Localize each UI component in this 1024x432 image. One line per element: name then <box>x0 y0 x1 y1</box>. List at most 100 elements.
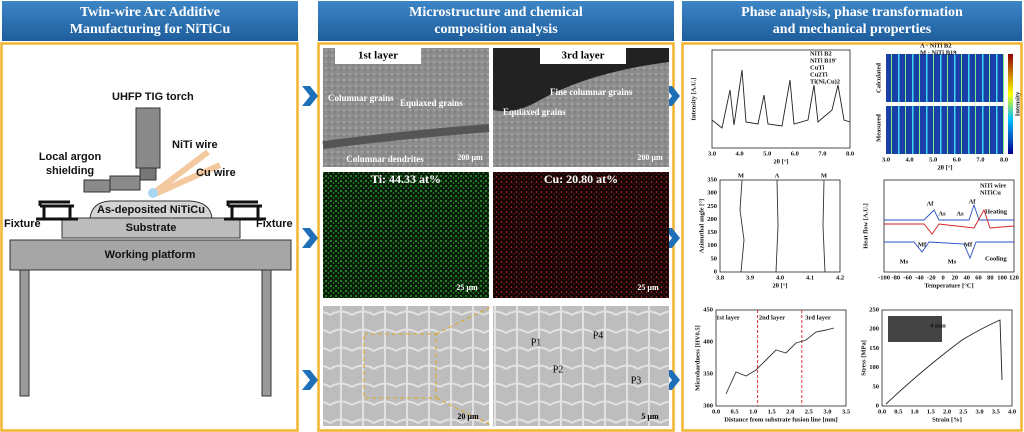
plot-label: Cu2Ti <box>810 71 828 78</box>
x-tick-label: 3.0 <box>882 156 890 163</box>
y-tick-label: 50 <box>711 255 718 262</box>
plot-label: M - NiTi B19 <box>920 49 957 56</box>
plot-label: Af <box>969 198 977 205</box>
tile-label: 1st layer <box>358 50 398 62</box>
header-text: and mechanical properties <box>773 22 932 37</box>
plot: 3.8 3.9 4.0 4.1 4.2 0 50 100 150 200 250 300 350 2θ [… <box>698 172 844 289</box>
header-middle: Microstructure and chemical composition … <box>318 1 674 41</box>
x-tick-label: 60 <box>975 274 982 281</box>
label: Fixture <box>4 218 41 230</box>
x-tick-label: 3.0 <box>823 408 831 415</box>
tile-label: P2 <box>553 364 564 375</box>
x-tick-label: 4.0 <box>776 274 784 281</box>
curve <box>885 319 1003 405</box>
plot-label: A - NiTi B2 <box>920 42 951 49</box>
label: Working platform <box>105 249 196 261</box>
tile-label: P1 <box>531 337 542 348</box>
plot: -100 -80 -60 -40 -20 0 20 40 60 80 100 120 Temperatu… <box>862 179 1019 289</box>
x-tick-label: 1.5 <box>927 408 936 415</box>
x-tick-label: -20 <box>927 274 936 281</box>
plot-label: Ms <box>900 258 909 265</box>
y-tick-label: 0 <box>714 268 717 275</box>
x-tick-label: 1.0 <box>910 408 918 415</box>
x-tick-label: -80 <box>891 274 900 281</box>
header-text: Phase analysis, phase transformation <box>741 5 963 20</box>
plot-label: Measured <box>875 114 882 142</box>
label: Local argon <box>39 151 102 163</box>
x-tick-label: 2.5 <box>959 408 968 415</box>
y-tick-label: 350 <box>707 176 717 183</box>
x-tick-label: 2.0 <box>786 408 794 415</box>
plot-label: Mf <box>964 241 973 248</box>
x-tick-label: 4.0 <box>906 156 914 163</box>
plot-label: Heating <box>985 208 1008 215</box>
curve <box>884 208 1015 235</box>
y-axis-label: Intensity [A.U.] <box>690 77 697 120</box>
plot-label: 4 mm <box>930 322 946 329</box>
x-tick-label: 20 <box>952 274 959 281</box>
plot-label: Af <box>927 200 935 207</box>
tile-label: 3rd layer <box>561 50 604 62</box>
x-tick-label: 3.0 <box>975 408 983 415</box>
micrographs <box>322 48 669 427</box>
header-right: Phase analysis, phase transformation and… <box>682 1 1022 41</box>
plot-label: 3rd layer <box>805 314 831 321</box>
y-tick-label: 150 <box>707 229 717 236</box>
y-tick-label: 200 <box>707 216 717 223</box>
x-tick-label: 4.0 <box>1008 408 1016 415</box>
x-tick-label: 120 <box>1009 274 1019 281</box>
plot-label: A <box>775 172 780 179</box>
x-tick-label: 8.0 <box>1000 156 1008 163</box>
plot: 3.0 4.0 5.0 6.0 7.0 8.0 2θ [°] A - NiTi B2M - N… <box>875 42 1021 171</box>
tile-label: 25 µm <box>637 283 659 292</box>
plot: 0.0 0.5 1.0 1.5 2.0 2.5 3.0 3.5 300 350 400 450 Dist… <box>694 306 850 423</box>
x-tick-label: 4.2 <box>836 274 844 281</box>
x-tick-label: 3.8 <box>716 274 725 281</box>
plot-label: Ti(Ni,Cu)2 <box>810 78 840 85</box>
x-tick-label: 0.5 <box>731 408 740 415</box>
x-tick-label: 0.5 <box>894 408 903 415</box>
tile-label: 200 µm <box>637 153 663 162</box>
header-text: Twin-wire Arc Additive <box>80 5 220 20</box>
x-axis-label: 2θ [°] <box>772 282 787 289</box>
plot-label: Cooling <box>985 255 1007 262</box>
x-tick-label: 2.5 <box>805 408 814 415</box>
plot-label: NiTiCu <box>980 189 1001 196</box>
y-tick-label: 300 <box>707 190 717 197</box>
panel-frame <box>681 42 1023 432</box>
heatmap <box>886 54 1004 102</box>
plot-frame <box>715 309 847 407</box>
y-axis-label: Microhardness [HV0.5] <box>694 325 701 391</box>
x-tick-label: 40 <box>963 274 970 281</box>
x-tick-label: -40 <box>915 274 924 281</box>
plot-label: 1st layer <box>716 314 740 321</box>
y-tick-label: 50 <box>873 383 880 390</box>
x-tick-label: 5.0 <box>763 150 771 157</box>
x-tick-label: 5.0 <box>929 156 937 163</box>
tile-label: Cu: 20.80 at% <box>544 172 618 186</box>
header-text: Manufacturing for NiTiCu <box>70 22 231 37</box>
label: NiTi wire <box>172 139 218 151</box>
tile-label: 25 µm <box>456 283 478 292</box>
x-tick-label: 6.0 <box>953 156 961 163</box>
x-tick-label: 3.5 <box>992 408 1001 415</box>
tile-label: 5 µm <box>641 412 659 421</box>
tile-label: Equiaxed grains <box>503 107 566 117</box>
tile-label: Equiaxed grains <box>400 98 463 108</box>
header-left: Twin-wire Arc Additive Manufacturing for… <box>2 1 298 41</box>
curve <box>884 203 1014 260</box>
plot: 3.0 4.0 5.0 6.0 7.0 8.0 2θ [°] Intensity [A.U.]… <box>690 49 854 165</box>
plot-frame <box>711 49 851 149</box>
y-tick-label: 100 <box>869 364 879 371</box>
tile-label: 20 µm <box>457 412 479 421</box>
tile-label: Columnar dendrites <box>346 154 424 164</box>
x-tick-label: 2.0 <box>943 408 951 415</box>
x-axis-label: Temperature [°C] <box>924 282 973 289</box>
y-tick-label: 400 <box>703 338 713 345</box>
y-axis-label: Azimuthal angle [°] <box>698 199 705 253</box>
x-tick-label: 0.0 <box>878 408 886 415</box>
x-tick-label: -60 <box>903 274 912 281</box>
plot-label: Intensity <box>1014 91 1021 116</box>
y-tick-label: 250 <box>707 203 717 210</box>
header-text: composition analysis <box>434 22 558 37</box>
